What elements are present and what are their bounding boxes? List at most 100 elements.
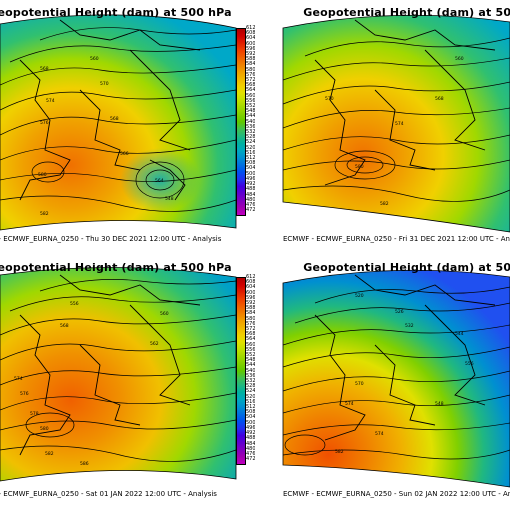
colorbar-tick-label: 528 — [246, 134, 255, 141]
contour-label: 548 — [435, 401, 444, 407]
colorbar-tick-label: 472 — [246, 456, 255, 463]
map-graphic: 556 568 574 576 578 580 582 586 560 562 — [0, 267, 237, 482]
colorbar-tick-label: 584 — [246, 61, 255, 68]
colorbar-tick-label: 544 — [246, 113, 255, 120]
colorbar-tick-label: 512 — [246, 155, 255, 162]
colorbar-tick-label: 588 — [246, 305, 255, 312]
colorbar-tick-label: 556 — [246, 346, 255, 353]
colorbar-tick-label: 524 — [246, 139, 255, 146]
colorbar-tick-label: 500 — [246, 170, 255, 177]
contour-label: 574 — [395, 121, 404, 127]
contour-label: 576 — [40, 120, 49, 126]
colorbar-tick-label: 612 — [246, 274, 255, 280]
map-panel-4: 520 526 532 544 556 570 574 548 582 574 … — [255, 255, 510, 510]
contour-label: 580 — [355, 164, 364, 170]
colorbar-tick-label: 572 — [246, 77, 255, 84]
colorbar-tick-label: 580 — [246, 315, 255, 322]
colorbar-tick-label: 480 — [246, 196, 255, 203]
colorbar-tick-label: 492 — [246, 430, 255, 437]
coastlines — [314, 274, 496, 441]
panel-title: Geopotential Height (dam) at 500 hPa — [303, 6, 510, 19]
colorbar-tick-label: 608 — [246, 30, 255, 37]
contour-label: 560 — [90, 56, 99, 62]
colorbar-tick-label: 588 — [246, 56, 255, 63]
colorbar-tick-label: 596 — [246, 294, 255, 301]
panel-title: Geopotential Height (dam) at 500 hPa — [303, 261, 510, 274]
contour-label: 582 — [45, 451, 54, 457]
contour-labels: 556 568 574 576 578 580 582 586 560 562 — [14, 301, 169, 467]
colorbar-tick-label: 544 — [246, 362, 255, 369]
colorbar-tick-label: 520 — [246, 393, 255, 400]
contour-label: 568 — [435, 96, 444, 102]
map-graphic: 520 526 532 544 556 570 574 548 582 574 — [282, 269, 510, 488]
colorbar-tick-label: 584 — [246, 310, 255, 317]
projection-area — [282, 269, 510, 488]
contour-label: 556 — [465, 361, 474, 367]
colorbar-tick-label: 576 — [246, 320, 255, 327]
colorbar-tick-label: 580 — [246, 66, 255, 73]
contour-label: 548 — [165, 196, 174, 202]
colorbar-tick-label: 516 — [246, 398, 255, 405]
colorbar-tick-label: 600 — [246, 289, 255, 296]
contour-label: 568 — [60, 323, 69, 329]
panel-footer: ECMWF - ECMWF_EURNA_0250 - Sun 02 JAN 20… — [283, 490, 510, 498]
contour-label: 574 — [14, 376, 23, 382]
colorbar-tick-label: 488 — [246, 186, 255, 193]
contour-label: 580 — [40, 426, 49, 432]
colorbar-tick-label: 592 — [246, 300, 255, 307]
contour-label: 526 — [395, 309, 404, 315]
coastlines — [19, 274, 201, 456]
contour-label: 556 — [70, 301, 79, 307]
contour-label: 562 — [150, 341, 159, 347]
contour-label: 576 — [20, 391, 29, 397]
colorbar-tick-label: 476 — [246, 201, 255, 208]
colorbar-tick-label: 504 — [246, 414, 255, 421]
colorbar-tick-label: 496 — [246, 175, 255, 182]
colorbar-tick-label: 480 — [246, 445, 255, 452]
panel-title: Geopotential Height (dam) at 500 hPa — [0, 261, 232, 274]
colorbar-tick-label: 504 — [246, 165, 255, 172]
colorbar-tick-label: 564 — [246, 336, 255, 343]
colorbar-tick-label: 484 — [246, 191, 255, 198]
colorbar-tick-label: 492 — [246, 181, 255, 188]
contour-label: 574 — [46, 98, 55, 104]
contour-label: 570 — [355, 381, 364, 387]
contour-label: 586 — [80, 461, 89, 467]
panel-title: Geopotential Height (dam) at 500 hPa — [0, 6, 232, 19]
contour-labels: 520 526 532 544 556 570 574 548 582 574 — [335, 293, 474, 455]
colorbar-tick-label: 484 — [246, 440, 255, 447]
colorbar-tick-label: 576 — [246, 71, 255, 78]
colorbar-tick-label: 540 — [246, 367, 255, 374]
contour-label: 560 — [455, 56, 464, 62]
colorbar-tick-label: 592 — [246, 51, 255, 58]
colorbar-tick-label: 604 — [246, 284, 255, 291]
colorbar-tick-label: 572 — [246, 326, 255, 333]
colorbar-tick-label: 568 — [246, 82, 255, 89]
contour-label: 570 — [325, 96, 334, 102]
colorbar-tick-label: 612 — [246, 25, 255, 31]
colorbar-tick-label: 532 — [246, 129, 255, 136]
contour-label: 582 — [40, 211, 49, 217]
colorbar — [236, 277, 246, 465]
colorbar-tick-label: 552 — [246, 103, 255, 110]
contour-label: 520 — [355, 293, 364, 299]
contour-label: 582 — [380, 201, 389, 207]
colorbar-tick-label: 552 — [246, 352, 255, 359]
panel-footer: ECMWF - ECMWF_EURNA_0250 - Thu 30 DEC 20… — [0, 235, 222, 243]
colorbar-labels: 612 608 604 600 596 592 588 584 580 576 572 568 564 5… — [246, 25, 255, 214]
colorbar-tick-label: 508 — [246, 160, 255, 167]
colorbar-tick-label: 476 — [246, 450, 255, 457]
contour-label: 564 — [155, 178, 164, 184]
colorbar-tick-label: 596 — [246, 45, 255, 52]
colorbar-tick-label: 472 — [246, 207, 255, 214]
contour-label: 574 — [375, 431, 384, 437]
map-panel-1: 568 574 576 580 582 564 548 566 568 570 … — [0, 0, 255, 255]
contour-label: 574 — [345, 401, 354, 407]
coastlines — [314, 19, 496, 186]
contour-label: 566 — [120, 151, 129, 157]
colorbar-tick-label: 524 — [246, 388, 255, 395]
colorbar-tick-label: 564 — [246, 87, 255, 94]
colorbar-tick-label: 500 — [246, 419, 255, 426]
map-graphic: 570 580 574 582 560 568 — [282, 14, 510, 233]
colorbar-tick-label: 540 — [246, 118, 255, 125]
